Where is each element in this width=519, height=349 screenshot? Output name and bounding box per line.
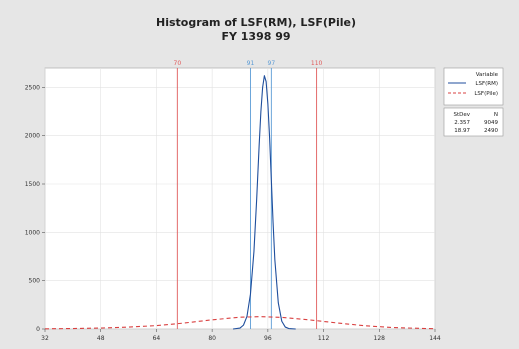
stats-pile-n: 2490 (484, 128, 498, 134)
series-line-lsf-pile (44, 316, 436, 330)
axis-layer: 32 48 64 80 96 112 128 144 0 500 1000 1500 2000 2500 (25, 84, 441, 342)
y-tick-label: 500 (29, 278, 41, 285)
x-tick-label: 64 (153, 335, 161, 342)
y-tick-label: 2000 (25, 133, 40, 140)
plot-area (44, 67, 436, 330)
stats-frame (443, 107, 504, 137)
reference-lines: 70 91 97 110 (174, 60, 323, 329)
legend-box: Variable LSF(RM) LSF(Pile) (443, 67, 504, 106)
stats-rm-n: 9049 (484, 120, 498, 126)
x-tick-label: 80 (208, 335, 216, 342)
y-tick-label: 1500 (25, 181, 40, 188)
x-tick-label: 112 (318, 335, 330, 342)
legend-title: Variable (476, 72, 499, 78)
stats-header-stdev: StDev (453, 112, 470, 118)
y-tick-label: 0 (36, 326, 40, 333)
x-tick-label: 144 (429, 335, 441, 342)
chart-title: Histogram of LSF(RM), LSF(Pile) (156, 16, 356, 29)
stats-header-n: N (494, 112, 498, 118)
stats-rm-stdev: 2.357 (454, 120, 470, 126)
legend-frame (443, 67, 504, 106)
x-tick-label: 48 (97, 335, 105, 342)
grid-layer (44, 68, 436, 330)
series-line-lsf-rm (232, 75, 296, 330)
x-tick-label: 96 (264, 335, 272, 342)
stats-pile-stdev: 18.97 (454, 128, 470, 134)
series-layer (44, 75, 436, 330)
reference-line-label: 70 (174, 60, 182, 67)
x-tick-label: 128 (374, 335, 386, 342)
legend-label-rm: LSF(RM) (475, 81, 498, 87)
x-tick-label: 32 (41, 335, 49, 342)
chart-subtitle: FY 1398 99 (221, 30, 290, 43)
reference-line-label: 91 (247, 60, 255, 67)
reference-line-label: 97 (268, 60, 276, 67)
y-tick-label: 1000 (25, 229, 40, 236)
legend-label-pile: LSF(Pile) (474, 91, 498, 97)
stats-box: StDev N 2.357 9049 18.97 2490 (443, 107, 504, 137)
reference-line-label: 110 (311, 60, 323, 67)
y-tick-label: 2500 (25, 84, 40, 91)
